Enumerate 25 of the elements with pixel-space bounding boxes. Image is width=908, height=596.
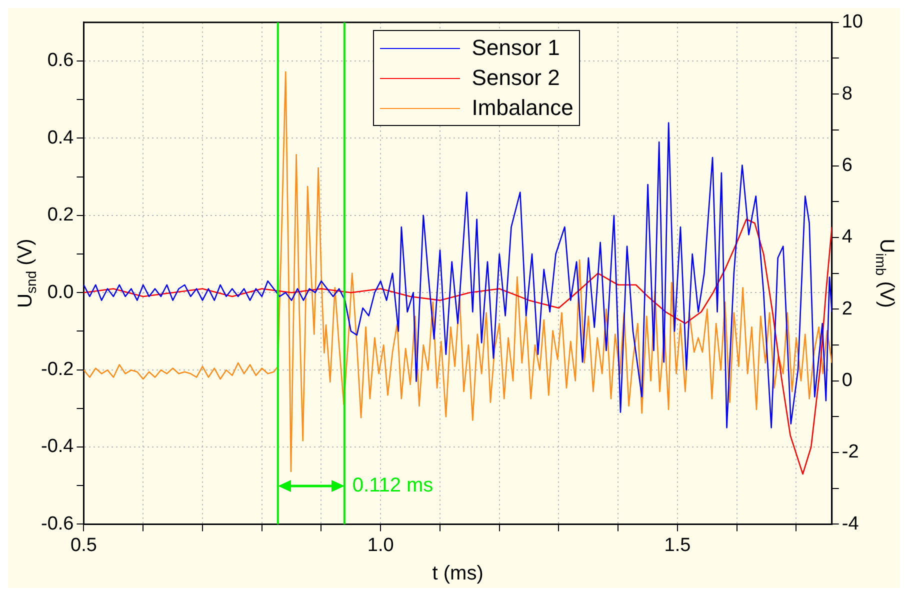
x-tick-label: 1.5 bbox=[664, 534, 691, 556]
y2-tick-label: 2 bbox=[842, 298, 852, 320]
y2-tick-label: 6 bbox=[842, 155, 852, 176]
y-tick-label: -0.2 bbox=[40, 359, 74, 380]
annotation: 0.112 ms bbox=[352, 474, 434, 497]
y2-axis-title: Uimb (V) bbox=[873, 238, 898, 308]
x-tick-label: 1.0 bbox=[367, 534, 394, 556]
y-tick-label: -0.6 bbox=[40, 513, 74, 534]
y2-tick-label: -4 bbox=[842, 513, 860, 534]
y-tick-label: 0.2 bbox=[47, 204, 74, 226]
y-tick-label: 0.6 bbox=[47, 50, 74, 72]
y2-tick-label: 10 bbox=[842, 12, 864, 33]
y2-tick-label: 8 bbox=[842, 83, 852, 104]
y-axis-title: Usnd (V) bbox=[14, 238, 39, 308]
y-tick-label: 0.4 bbox=[47, 127, 74, 148]
x-tick-label: 0.5 bbox=[70, 534, 97, 556]
y2-tick-label: 0 bbox=[842, 370, 852, 392]
y2-tick-label: 4 bbox=[842, 226, 853, 248]
y-tick-label: 0.0 bbox=[47, 282, 74, 303]
legend-label: Sensor 2 bbox=[472, 65, 560, 92]
legend-label: Imbalance bbox=[472, 95, 574, 122]
y-tick-label: -0.4 bbox=[40, 436, 74, 458]
legend-label: Sensor 1 bbox=[472, 35, 560, 62]
y2-tick-label: -2 bbox=[842, 442, 859, 463]
x-axis-title: t (ms) bbox=[432, 562, 484, 585]
